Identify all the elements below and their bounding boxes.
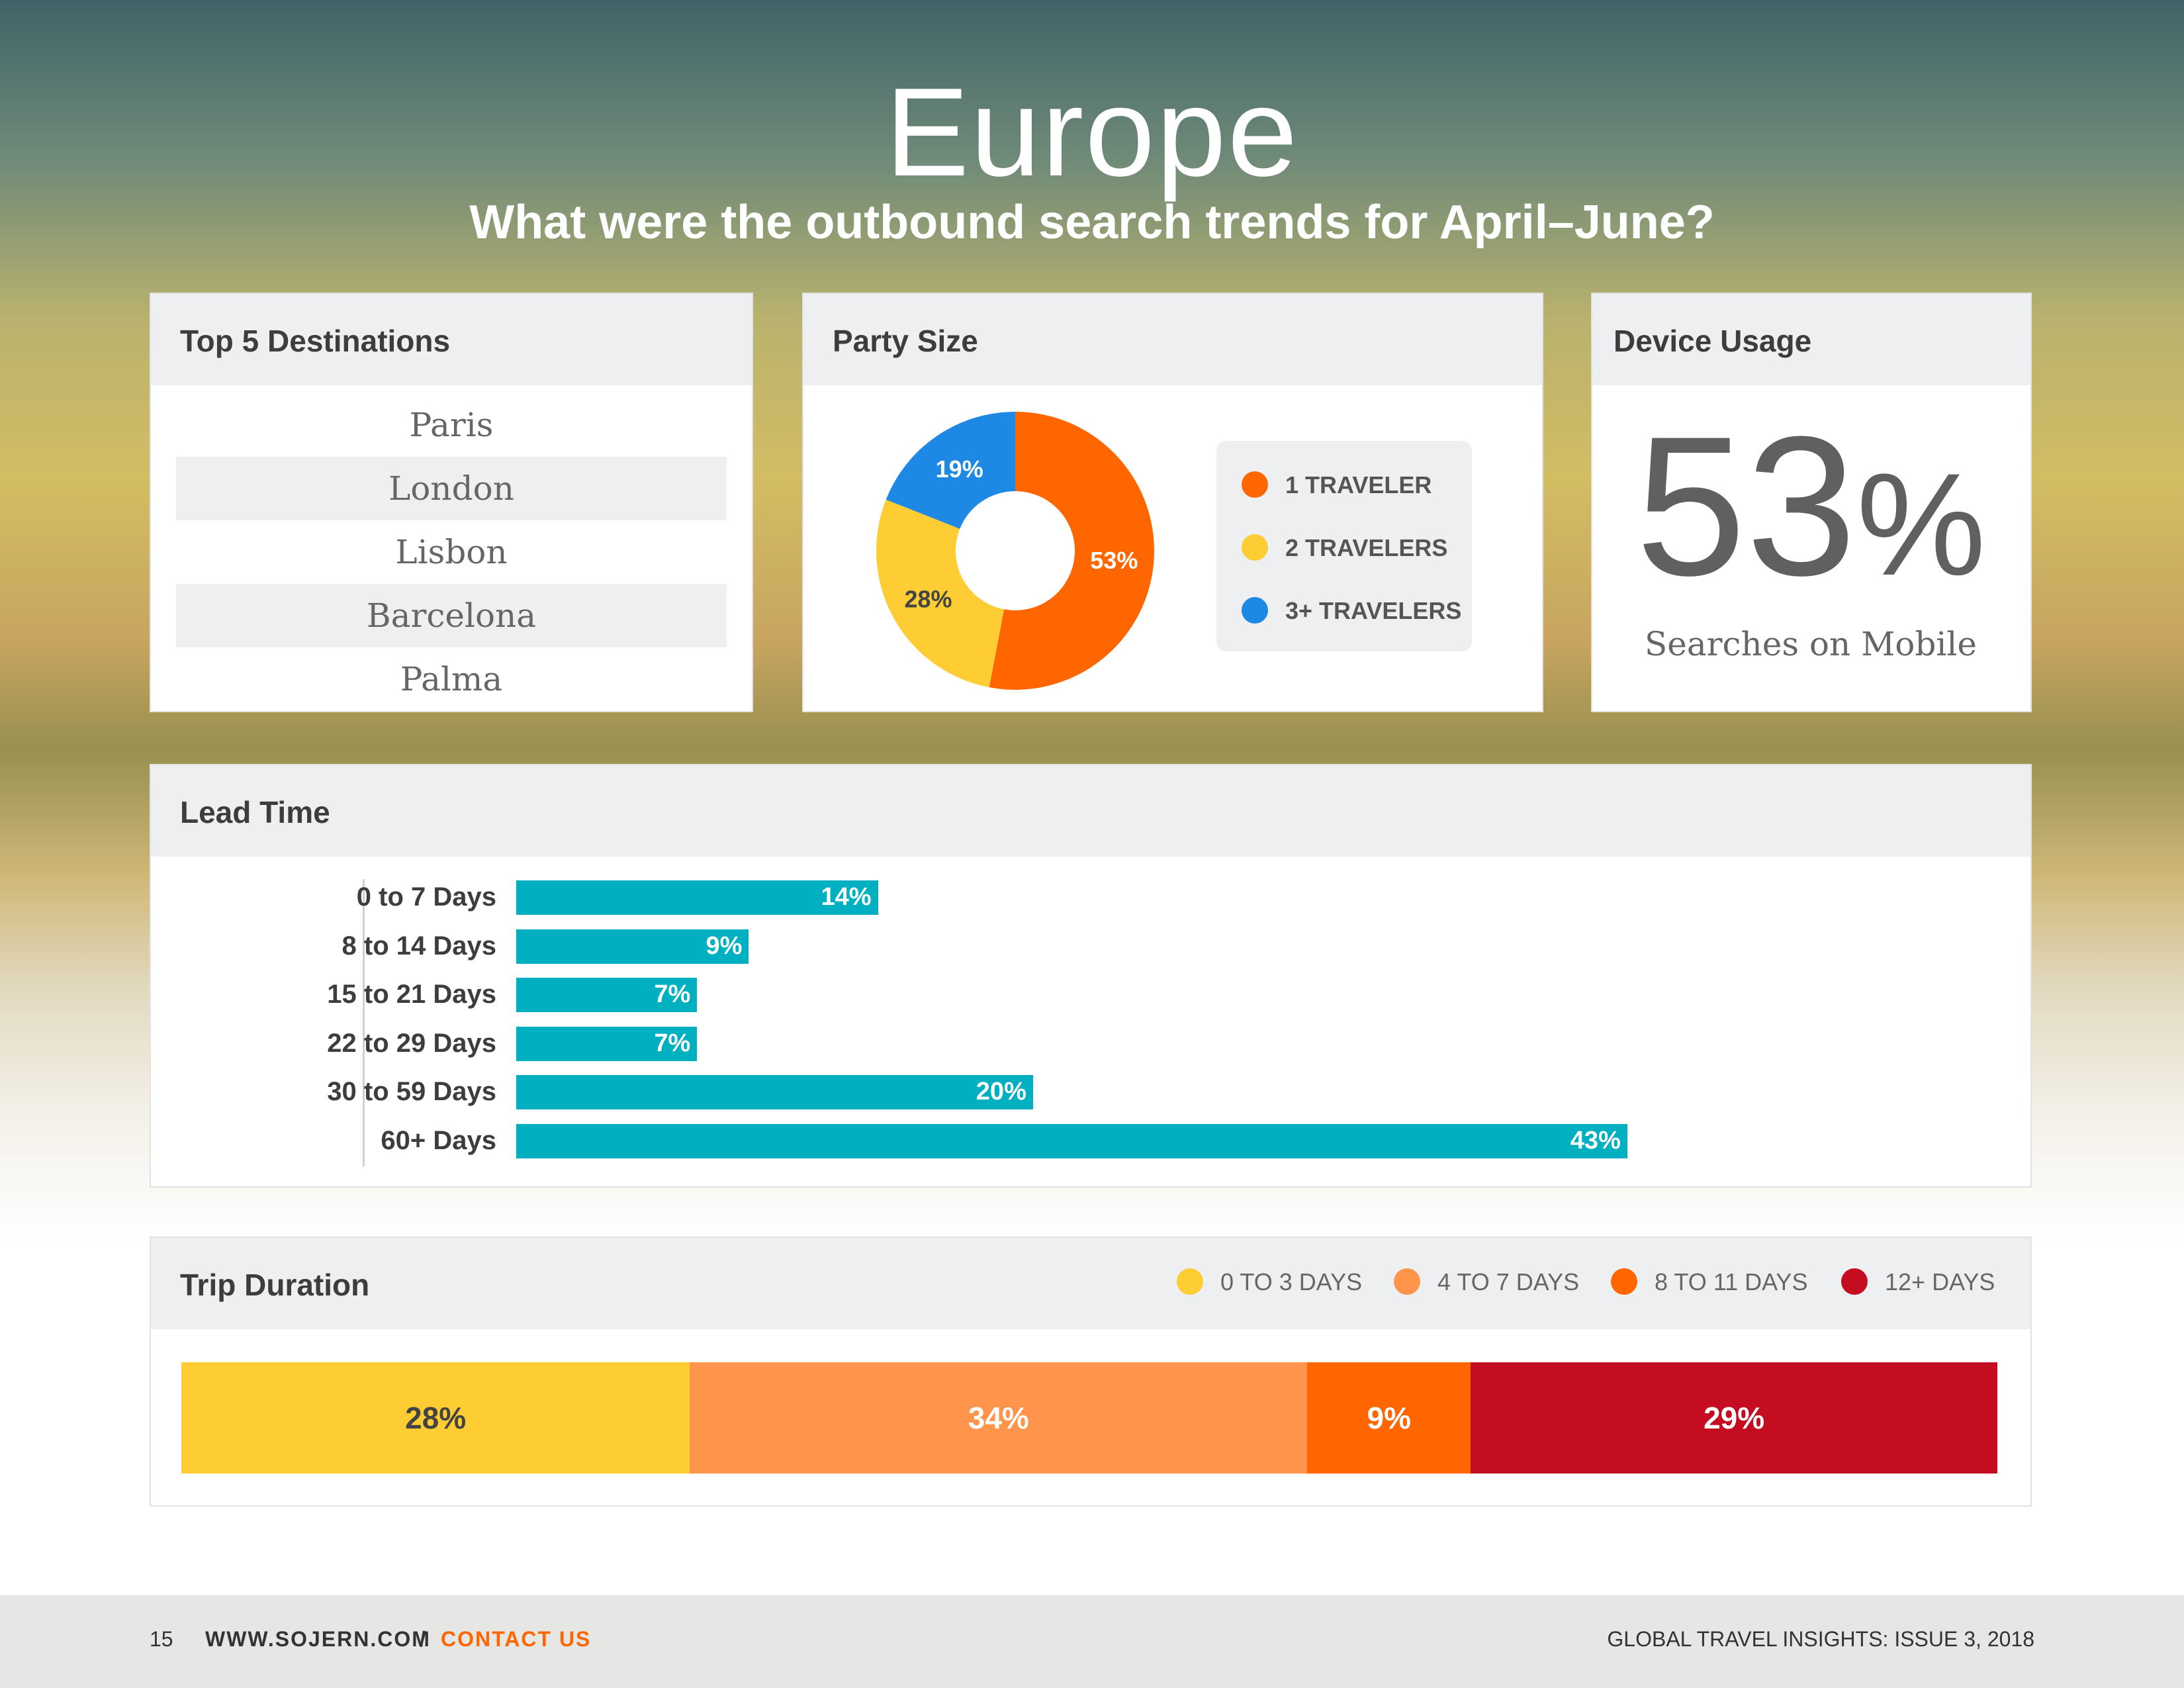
destinations-title: Top 5 Destinations — [180, 324, 451, 358]
lead-time-header: Lead Time — [151, 765, 2030, 857]
device-usage-title: Device Usage — [1614, 324, 1812, 358]
lead-time-axis — [363, 879, 365, 1166]
destination-item: Lisbon — [395, 533, 508, 571]
destination-item: London — [176, 457, 727, 520]
footer-separator: / — [420, 1627, 426, 1651]
destinations-header: Top 5 Destinations — [151, 294, 752, 385]
lead-time-bar-value: 9% — [705, 931, 743, 960]
lead-time-bar-value: 14% — [821, 883, 872, 911]
page-title: Europe — [885, 62, 1299, 203]
legend-label: 2 TRAVELERS — [1285, 534, 1448, 561]
destination-item: Palma — [400, 660, 503, 698]
lead-time-category-label: 60+ Days — [381, 1126, 496, 1155]
trip-duration-title: Trip Duration — [180, 1268, 370, 1302]
lead-time-bar: 43% — [516, 1124, 1627, 1158]
legend-swatch — [1394, 1268, 1420, 1295]
donut-slice — [876, 499, 1005, 688]
legend-swatch — [1611, 1268, 1637, 1295]
page-number: 15 — [150, 1627, 173, 1651]
trip-duration-segment: 28% — [181, 1362, 690, 1474]
legend-swatch — [1841, 1268, 1868, 1295]
device-usage-panel: Device Usage 53% Searches on Mobile — [1592, 294, 2030, 711]
party-size-legend: 1 TRAVELER 2 TRAVELERS 3+ TRAVELERS — [1216, 441, 1472, 651]
trip-duration-header: Trip Duration — [151, 1238, 2030, 1329]
lead-time-bar: 9% — [516, 929, 749, 964]
legend-label: 12+ DAYS — [1885, 1268, 1995, 1295]
lead-time-category-label: 15 to 21 Days — [327, 980, 496, 1009]
trip-duration-segment: 9% — [1307, 1362, 1471, 1474]
donut-slice-label: 28% — [905, 585, 952, 612]
party-size-panel: Party Size 53% 28% 19% 1 TRAVELER 2 TRAVEL… — [803, 294, 1542, 711]
mobile-percentage: 53% — [1592, 406, 2029, 605]
lead-time-bar-value: 43% — [1570, 1127, 1621, 1154]
lead-time-panel: Lead Time — [151, 765, 2030, 1186]
page-subtitle: What were the outbound search trends for… — [469, 196, 1715, 249]
legend-swatch — [1242, 471, 1268, 498]
lead-time-title: Lead Time — [180, 795, 330, 829]
lead-time-bar: 7% — [516, 1026, 698, 1061]
lead-time-bar: 14% — [516, 880, 878, 915]
lead-time-category-label: 0 to 7 Days — [356, 882, 496, 912]
legend-label: 4 TO 7 DAYS — [1437, 1268, 1580, 1295]
lead-time-bar: 7% — [516, 978, 698, 1013]
device-usage-header: Device Usage — [1592, 294, 2030, 385]
donut-slice — [886, 412, 1015, 529]
lead-time-category-label: 22 to 29 Days — [327, 1028, 496, 1058]
mobile-percentage-value: 53 — [1635, 395, 1857, 617]
legend-label: 0 TO 3 DAYS — [1220, 1268, 1363, 1295]
trip-duration-segment: 29% — [1471, 1362, 1997, 1474]
legend-label: 3+ TRAVELERS — [1285, 597, 1462, 624]
legend-label: 1 TRAVELER — [1285, 471, 1432, 498]
lead-time-bar: 20% — [516, 1075, 1033, 1110]
destinations-panel: Top 5 Destinations Paris London Lisbon B… — [151, 294, 752, 711]
trip-duration-segment: 34% — [690, 1362, 1308, 1474]
destination-item: Paris — [409, 406, 494, 444]
legend-label: 8 TO 11 DAYS — [1655, 1268, 1808, 1295]
mobile-percentage-unit: % — [1856, 443, 1986, 606]
lead-time-category-label: 30 to 59 Days — [327, 1077, 496, 1107]
lead-time-bar-value: 7% — [654, 1029, 691, 1057]
donut-slice-label: 53% — [1090, 547, 1138, 574]
publication-title: GLOBAL TRAVEL INSIGHTS: ISSUE 3, 2018 — [1607, 1627, 2034, 1651]
legend-swatch — [1242, 597, 1268, 624]
legend-swatch — [1242, 534, 1268, 561]
lead-time-bar-value: 7% — [654, 980, 691, 1009]
party-size-title: Party Size — [833, 324, 978, 358]
donut-slice-label: 19% — [936, 455, 983, 483]
lead-time-bar-value: 20% — [976, 1078, 1026, 1106]
footer: 15 WWW.SOJERN.COM / CONTACT US GLOBAL TR… — [0, 1595, 2184, 1688]
contact-us-link[interactable]: CONTACT US — [441, 1627, 592, 1651]
website-link[interactable]: WWW.SOJERN.COM — [205, 1627, 431, 1651]
device-usage-caption: Searches on Mobile — [1645, 625, 1977, 663]
lead-time-category-label: 8 to 14 Days — [341, 931, 496, 961]
party-size-donut-chart: 53% 28% 19% — [876, 412, 1154, 690]
party-size-header: Party Size — [803, 294, 1542, 385]
legend-swatch — [1177, 1268, 1203, 1295]
destination-item: Barcelona — [176, 584, 727, 647]
donut-slice — [989, 412, 1154, 690]
